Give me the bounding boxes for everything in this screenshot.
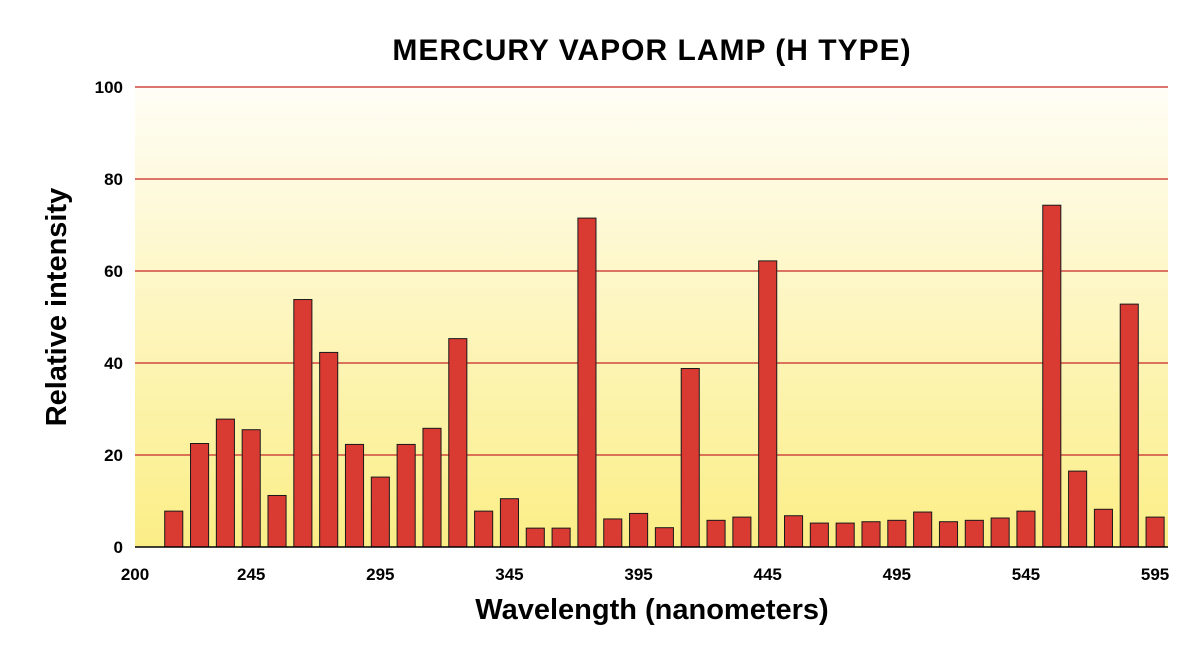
x-tick-label: 245 bbox=[237, 565, 265, 584]
bar bbox=[758, 260, 778, 548]
bar bbox=[499, 498, 520, 548]
bar bbox=[577, 217, 597, 548]
y-tick-label: 40 bbox=[104, 354, 123, 373]
bar bbox=[835, 522, 855, 548]
bar bbox=[551, 527, 571, 548]
y-axis-label: Relative intensity bbox=[41, 188, 73, 427]
bar bbox=[1093, 508, 1113, 548]
bar bbox=[1016, 510, 1036, 548]
x-tick-label: 495 bbox=[883, 565, 911, 584]
bar bbox=[680, 368, 700, 548]
bar bbox=[913, 511, 933, 548]
bar bbox=[861, 521, 881, 548]
bar bbox=[784, 515, 804, 548]
bar bbox=[396, 443, 416, 548]
bar bbox=[1042, 204, 1062, 548]
bar bbox=[1145, 516, 1165, 548]
bar bbox=[938, 521, 959, 548]
y-tick-label: 100 bbox=[95, 78, 123, 97]
y-tick-label: 80 bbox=[104, 170, 123, 189]
bar bbox=[654, 527, 674, 548]
y-tick-label: 60 bbox=[104, 262, 123, 281]
bar bbox=[241, 429, 261, 548]
y-axis-ticks: 0 20 40 60 80 100 bbox=[95, 78, 123, 557]
x-tick-label: 345 bbox=[495, 565, 523, 584]
bar bbox=[990, 517, 1010, 548]
x-tick-label: 295 bbox=[366, 565, 394, 584]
bar bbox=[190, 443, 210, 548]
bar bbox=[1068, 470, 1088, 548]
bar bbox=[164, 510, 184, 548]
chart-title: MERCURY VAPOR LAMP (H TYPE) bbox=[392, 34, 911, 67]
x-axis-label: Wavelength (nanometers) bbox=[475, 594, 828, 626]
bar bbox=[267, 494, 287, 548]
plot-area bbox=[135, 87, 1168, 547]
bar bbox=[809, 522, 829, 548]
x-tick-label: 445 bbox=[754, 565, 782, 584]
bar bbox=[1119, 303, 1139, 548]
bar bbox=[370, 476, 390, 548]
y-tick-label: 0 bbox=[114, 538, 123, 557]
bar bbox=[344, 443, 365, 548]
bar bbox=[448, 338, 468, 548]
bar bbox=[964, 519, 984, 548]
bar bbox=[603, 518, 623, 548]
x-tick-label: 395 bbox=[624, 565, 652, 584]
bar bbox=[706, 519, 726, 548]
bar bbox=[887, 519, 907, 548]
bar bbox=[215, 418, 235, 548]
y-tick-label: 20 bbox=[104, 446, 123, 465]
x-tick-label: 545 bbox=[1012, 565, 1040, 584]
bar bbox=[629, 512, 649, 548]
bar bbox=[319, 351, 339, 548]
bar bbox=[474, 510, 494, 548]
bar bbox=[732, 516, 752, 548]
bar bbox=[293, 299, 313, 548]
x-tick-label: 595 bbox=[1141, 565, 1169, 584]
x-axis-ticks: 200 245 295 345 395 445 495 545 595 bbox=[121, 565, 1169, 584]
bar bbox=[422, 427, 442, 548]
bar bbox=[525, 527, 545, 548]
x-tick-label: 200 bbox=[121, 565, 149, 584]
